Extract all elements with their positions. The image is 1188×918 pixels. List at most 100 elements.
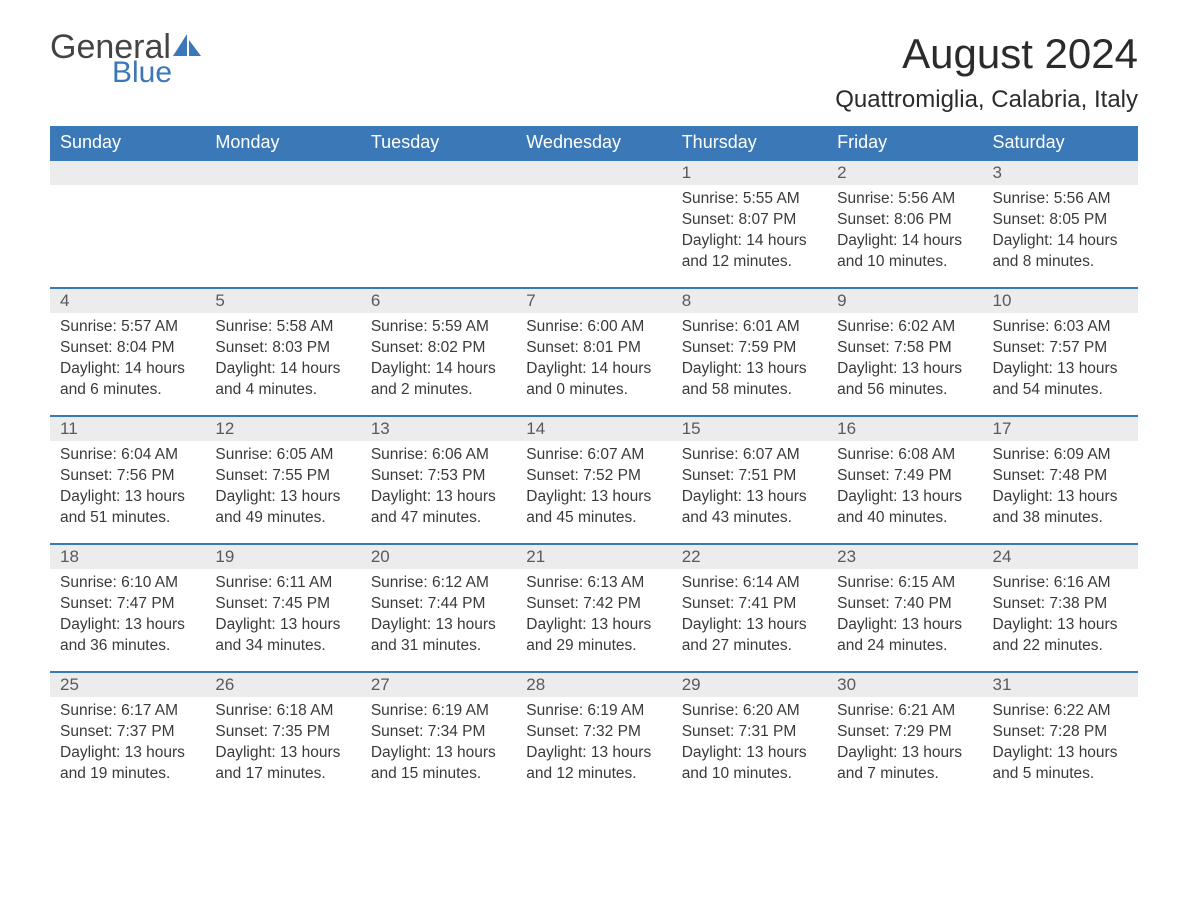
sunrise-text: Sunrise: 6:08 AM (837, 445, 972, 466)
day-number: 12 (205, 417, 360, 441)
day-details: Sunrise: 6:10 AMSunset: 7:47 PMDaylight:… (50, 569, 205, 665)
sunrise-text: Sunrise: 5:58 AM (215, 317, 350, 338)
calendar-day-cell: 27Sunrise: 6:19 AMSunset: 7:34 PMDayligh… (361, 672, 516, 800)
sunset-text: Sunset: 7:48 PM (993, 466, 1128, 487)
daylight-text: Daylight: 13 hours and 34 minutes. (215, 615, 350, 657)
sunrise-text: Sunrise: 6:13 AM (526, 573, 661, 594)
daylight-text: Daylight: 14 hours and 0 minutes. (526, 359, 661, 401)
daylight-text: Daylight: 13 hours and 45 minutes. (526, 487, 661, 529)
calendar-week-row: 1Sunrise: 5:55 AMSunset: 8:07 PMDaylight… (50, 160, 1138, 288)
calendar-week-row: 18Sunrise: 6:10 AMSunset: 7:47 PMDayligh… (50, 544, 1138, 672)
daylight-text: Daylight: 13 hours and 17 minutes. (215, 743, 350, 785)
day-details: Sunrise: 6:19 AMSunset: 7:32 PMDaylight:… (516, 697, 671, 793)
daylight-text: Daylight: 13 hours and 47 minutes. (371, 487, 506, 529)
sunset-text: Sunset: 7:40 PM (837, 594, 972, 615)
day-details: Sunrise: 6:22 AMSunset: 7:28 PMDaylight:… (983, 697, 1138, 793)
day-details: Sunrise: 6:19 AMSunset: 7:34 PMDaylight:… (361, 697, 516, 793)
calendar-empty-cell (516, 160, 671, 288)
daylight-text: Daylight: 14 hours and 12 minutes. (682, 231, 817, 273)
month-title: August 2024 (835, 30, 1138, 78)
day-number: 23 (827, 545, 982, 569)
daylight-text: Daylight: 13 hours and 36 minutes. (60, 615, 195, 657)
day-number: 11 (50, 417, 205, 441)
weekday-header: Sunday (50, 126, 205, 160)
daylight-text: Daylight: 14 hours and 8 minutes. (993, 231, 1128, 273)
calendar-day-cell: 10Sunrise: 6:03 AMSunset: 7:57 PMDayligh… (983, 288, 1138, 416)
day-number: 1 (672, 161, 827, 185)
sunset-text: Sunset: 7:55 PM (215, 466, 350, 487)
sunrise-text: Sunrise: 6:11 AM (215, 573, 350, 594)
sunrise-text: Sunrise: 5:56 AM (837, 189, 972, 210)
sunset-text: Sunset: 7:42 PM (526, 594, 661, 615)
calendar-day-cell: 14Sunrise: 6:07 AMSunset: 7:52 PMDayligh… (516, 416, 671, 544)
daylight-text: Daylight: 13 hours and 38 minutes. (993, 487, 1128, 529)
sunset-text: Sunset: 7:28 PM (993, 722, 1128, 743)
day-number: 4 (50, 289, 205, 313)
sunrise-text: Sunrise: 6:01 AM (682, 317, 817, 338)
day-number: 17 (983, 417, 1138, 441)
daylight-text: Daylight: 13 hours and 54 minutes. (993, 359, 1128, 401)
day-number: 22 (672, 545, 827, 569)
day-number: 9 (827, 289, 982, 313)
calendar-week-row: 11Sunrise: 6:04 AMSunset: 7:56 PMDayligh… (50, 416, 1138, 544)
day-details: Sunrise: 6:20 AMSunset: 7:31 PMDaylight:… (672, 697, 827, 793)
sunset-text: Sunset: 7:53 PM (371, 466, 506, 487)
calendar-day-cell: 29Sunrise: 6:20 AMSunset: 7:31 PMDayligh… (672, 672, 827, 800)
calendar-day-cell: 5 Sunrise: 5:58 AMSunset: 8:03 PMDaylight… (205, 288, 360, 416)
sunset-text: Sunset: 7:58 PM (837, 338, 972, 359)
sunrise-text: Sunrise: 6:19 AM (371, 701, 506, 722)
sunrise-text: Sunrise: 5:59 AM (371, 317, 506, 338)
sunset-text: Sunset: 7:29 PM (837, 722, 972, 743)
day-number: 2 (827, 161, 982, 185)
sunset-text: Sunset: 7:49 PM (837, 466, 972, 487)
calendar-week-row: 25Sunrise: 6:17 AMSunset: 7:37 PMDayligh… (50, 672, 1138, 800)
sunset-text: Sunset: 7:56 PM (60, 466, 195, 487)
day-details: Sunrise: 6:14 AMSunset: 7:41 PMDaylight:… (672, 569, 827, 665)
day-number: 6 (361, 289, 516, 313)
empty-day-strip (361, 161, 516, 185)
calendar-day-cell: 1Sunrise: 5:55 AMSunset: 8:07 PMDaylight… (672, 160, 827, 288)
calendar-day-cell: 31Sunrise: 6:22 AMSunset: 7:28 PMDayligh… (983, 672, 1138, 800)
weekday-header: Wednesday (516, 126, 671, 160)
calendar-day-cell: 3Sunrise: 5:56 AMSunset: 8:05 PMDaylight… (983, 160, 1138, 288)
day-details: Sunrise: 6:00 AMSunset: 8:01 PMDaylight:… (516, 313, 671, 409)
sunrise-text: Sunrise: 6:07 AM (526, 445, 661, 466)
daylight-text: Daylight: 14 hours and 10 minutes. (837, 231, 972, 273)
daylight-text: Daylight: 14 hours and 2 minutes. (371, 359, 506, 401)
day-number: 3 (983, 161, 1138, 185)
calendar-day-cell: 28Sunrise: 6:19 AMSunset: 7:32 PMDayligh… (516, 672, 671, 800)
sunrise-text: Sunrise: 6:03 AM (993, 317, 1128, 338)
day-number: 27 (361, 673, 516, 697)
day-number: 14 (516, 417, 671, 441)
calendar-day-cell: 6Sunrise: 5:59 AMSunset: 8:02 PMDaylight… (361, 288, 516, 416)
sunset-text: Sunset: 8:01 PM (526, 338, 661, 359)
sunrise-text: Sunrise: 6:06 AM (371, 445, 506, 466)
day-number: 16 (827, 417, 982, 441)
sunrise-text: Sunrise: 6:17 AM (60, 701, 195, 722)
day-details: Sunrise: 6:05 AMSunset: 7:55 PMDaylight:… (205, 441, 360, 537)
daylight-text: Daylight: 13 hours and 29 minutes. (526, 615, 661, 657)
sunrise-text: Sunrise: 6:20 AM (682, 701, 817, 722)
day-details: Sunrise: 6:13 AMSunset: 7:42 PMDaylight:… (516, 569, 671, 665)
sunrise-text: Sunrise: 6:16 AM (993, 573, 1128, 594)
day-details: Sunrise: 6:09 AMSunset: 7:48 PMDaylight:… (983, 441, 1138, 537)
day-details: Sunrise: 6:06 AMSunset: 7:53 PMDaylight:… (361, 441, 516, 537)
brand-word-2: Blue (112, 58, 203, 88)
day-details: Sunrise: 5:56 AMSunset: 8:05 PMDaylight:… (983, 185, 1138, 281)
sunset-text: Sunset: 7:37 PM (60, 722, 195, 743)
calendar-day-cell: 24Sunrise: 6:16 AMSunset: 7:38 PMDayligh… (983, 544, 1138, 672)
sunrise-text: Sunrise: 6:07 AM (682, 445, 817, 466)
daylight-text: Daylight: 14 hours and 4 minutes. (215, 359, 350, 401)
sunrise-text: Sunrise: 6:02 AM (837, 317, 972, 338)
day-number: 5 (205, 289, 360, 313)
day-details: Sunrise: 6:07 AMSunset: 7:51 PMDaylight:… (672, 441, 827, 537)
daylight-text: Daylight: 13 hours and 10 minutes. (682, 743, 817, 785)
calendar-day-cell: 30Sunrise: 6:21 AMSunset: 7:29 PMDayligh… (827, 672, 982, 800)
sunset-text: Sunset: 8:03 PM (215, 338, 350, 359)
calendar-table: Sunday Monday Tuesday Wednesday Thursday… (50, 126, 1138, 800)
day-number: 28 (516, 673, 671, 697)
sunrise-text: Sunrise: 6:18 AM (215, 701, 350, 722)
day-number: 18 (50, 545, 205, 569)
calendar-empty-cell (50, 160, 205, 288)
day-number: 15 (672, 417, 827, 441)
